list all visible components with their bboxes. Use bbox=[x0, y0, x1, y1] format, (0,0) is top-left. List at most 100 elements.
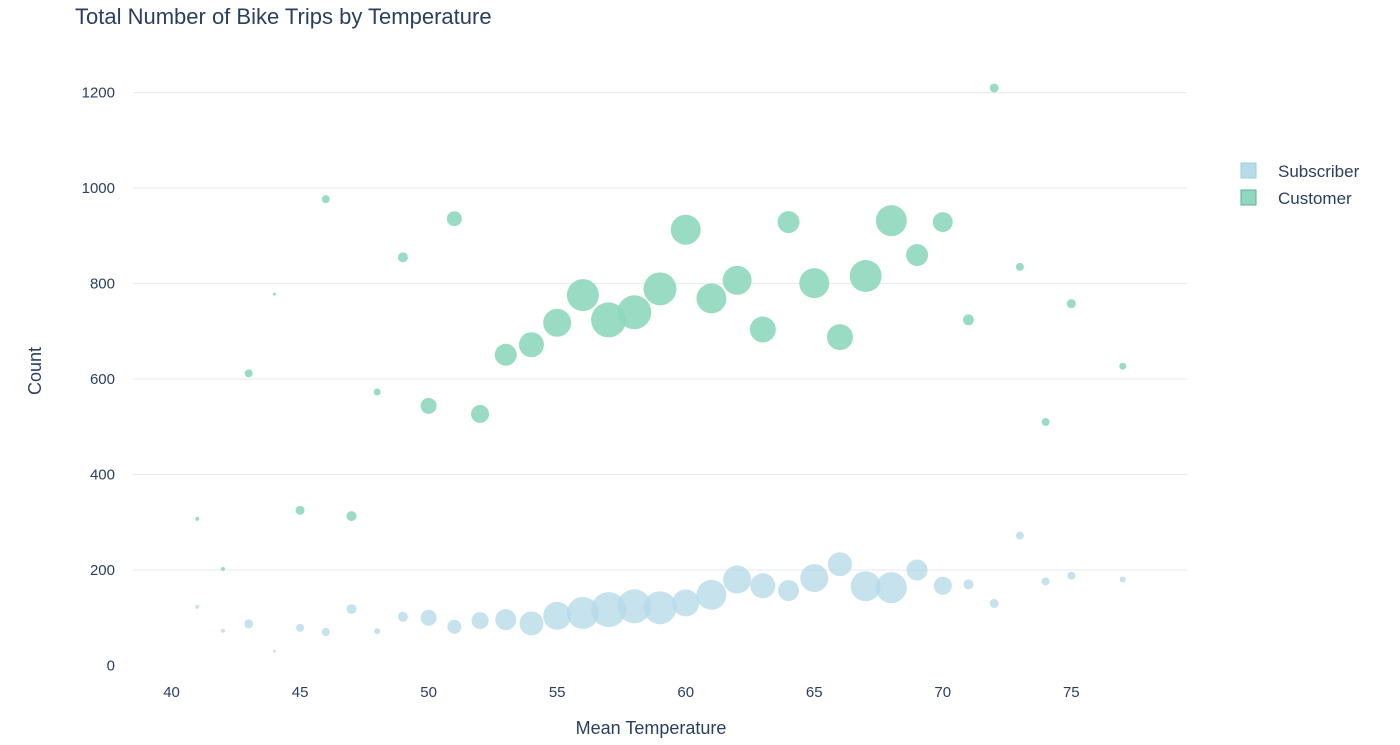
data-point[interactable] bbox=[875, 572, 907, 604]
data-point[interactable] bbox=[933, 576, 952, 595]
x-axis-title: Mean Temperature bbox=[576, 718, 727, 738]
y-tick-label: 200 bbox=[90, 562, 115, 579]
data-point[interactable] bbox=[849, 260, 882, 292]
data-point[interactable] bbox=[749, 316, 776, 343]
data-point[interactable] bbox=[471, 612, 489, 630]
data-point[interactable] bbox=[346, 511, 357, 522]
data-point[interactable] bbox=[566, 596, 599, 629]
data-point[interactable] bbox=[989, 83, 999, 93]
x-tick-label: 45 bbox=[292, 684, 309, 701]
x-tick-labels: 40 45 50 55 60 65 70 75 bbox=[163, 684, 1079, 701]
data-point[interactable] bbox=[643, 591, 677, 625]
legend[interactable]: Subscriber Customer bbox=[1240, 162, 1360, 208]
legend-item-customer[interactable]: Customer bbox=[1240, 189, 1352, 208]
data-point[interactable] bbox=[777, 211, 800, 234]
legend-item-subscriber[interactable]: Subscriber bbox=[1240, 162, 1360, 181]
data-point[interactable] bbox=[244, 369, 253, 378]
data-point[interactable] bbox=[723, 565, 752, 594]
data-point[interactable] bbox=[906, 559, 928, 581]
data-point[interactable] bbox=[420, 397, 437, 414]
data-point[interactable] bbox=[272, 292, 276, 296]
data-point[interactable] bbox=[272, 649, 276, 653]
data-point[interactable] bbox=[617, 295, 652, 330]
legend-swatch bbox=[1240, 189, 1257, 206]
data-point[interactable] bbox=[1119, 576, 1126, 583]
data-point[interactable] bbox=[1015, 531, 1024, 540]
data-point[interactable] bbox=[799, 268, 830, 299]
data-point[interactable] bbox=[617, 589, 652, 624]
x-tick-label: 60 bbox=[677, 684, 694, 701]
x-tick-label: 40 bbox=[163, 684, 180, 701]
data-point[interactable] bbox=[220, 567, 225, 572]
data-point[interactable] bbox=[906, 244, 929, 266]
data-point[interactable] bbox=[1067, 571, 1076, 580]
data-point[interactable] bbox=[800, 564, 829, 593]
data-point[interactable] bbox=[519, 611, 544, 636]
data-point[interactable] bbox=[296, 623, 305, 632]
data-point[interactable] bbox=[827, 552, 852, 577]
data-point[interactable] bbox=[295, 505, 305, 515]
data-point[interactable] bbox=[244, 619, 254, 629]
data-point[interactable] bbox=[722, 265, 752, 295]
data-point[interactable] bbox=[471, 404, 490, 423]
grid-layer bbox=[133, 92, 1187, 571]
data-point[interactable] bbox=[543, 308, 572, 337]
y-tick-label: 400 bbox=[90, 467, 115, 484]
data-point[interactable] bbox=[346, 604, 357, 615]
data-point[interactable] bbox=[543, 601, 572, 630]
data-point[interactable] bbox=[1066, 299, 1076, 309]
data-point[interactable] bbox=[696, 283, 727, 314]
data-point[interactable] bbox=[1041, 418, 1050, 427]
data-point[interactable] bbox=[447, 619, 462, 634]
data-point[interactable] bbox=[495, 609, 517, 631]
x-tick-label: 55 bbox=[549, 684, 566, 701]
data-point[interactable] bbox=[875, 205, 907, 237]
data-point[interactable] bbox=[446, 211, 462, 227]
data-point[interactable] bbox=[591, 592, 627, 628]
data-point[interactable] bbox=[374, 628, 381, 635]
x-tick-label: 75 bbox=[1063, 684, 1080, 701]
data-point[interactable] bbox=[670, 214, 701, 245]
data-point[interactable] bbox=[195, 516, 200, 521]
y-tick-label: 1000 bbox=[82, 180, 115, 197]
series-subscriber[interactable] bbox=[195, 531, 1126, 653]
y-tick-label: 1200 bbox=[82, 85, 115, 102]
data-point[interactable] bbox=[826, 324, 853, 351]
points-layer[interactable] bbox=[195, 83, 1127, 653]
data-point[interactable] bbox=[932, 212, 953, 233]
data-point[interactable] bbox=[321, 628, 330, 637]
data-point[interactable] bbox=[850, 571, 881, 602]
data-point[interactable] bbox=[494, 343, 517, 366]
data-point[interactable] bbox=[643, 272, 677, 306]
data-point[interactable] bbox=[373, 388, 381, 396]
data-point[interactable] bbox=[672, 589, 700, 617]
data-point[interactable] bbox=[963, 579, 974, 590]
data-point[interactable] bbox=[518, 332, 544, 358]
series-customer[interactable] bbox=[195, 83, 1127, 572]
y-axis-title: Count bbox=[25, 347, 45, 395]
data-point[interactable] bbox=[778, 580, 800, 602]
y-tick-label: 600 bbox=[90, 371, 115, 388]
data-point[interactable] bbox=[397, 252, 408, 263]
x-tick-label: 65 bbox=[806, 684, 823, 701]
data-point[interactable] bbox=[1119, 362, 1127, 370]
data-point[interactable] bbox=[397, 611, 408, 622]
data-point[interactable] bbox=[195, 604, 200, 609]
data-point[interactable] bbox=[962, 314, 974, 326]
data-point[interactable] bbox=[989, 598, 999, 608]
data-point[interactable] bbox=[420, 609, 437, 626]
y-tick-label: 800 bbox=[90, 276, 115, 293]
data-point[interactable] bbox=[566, 279, 599, 312]
data-point[interactable] bbox=[750, 573, 776, 599]
data-point[interactable] bbox=[696, 579, 727, 610]
x-tick-label: 70 bbox=[934, 684, 951, 701]
data-point[interactable] bbox=[220, 628, 225, 633]
data-point[interactable] bbox=[1041, 577, 1050, 586]
data-point[interactable] bbox=[321, 195, 330, 204]
y-tick-labels: 0 200 400 600 800 1000 1200 bbox=[82, 85, 115, 675]
data-point[interactable] bbox=[1015, 262, 1024, 271]
chart-title: Total Number of Bike Trips by Temperatur… bbox=[75, 4, 492, 29]
legend-swatch bbox=[1240, 162, 1257, 179]
